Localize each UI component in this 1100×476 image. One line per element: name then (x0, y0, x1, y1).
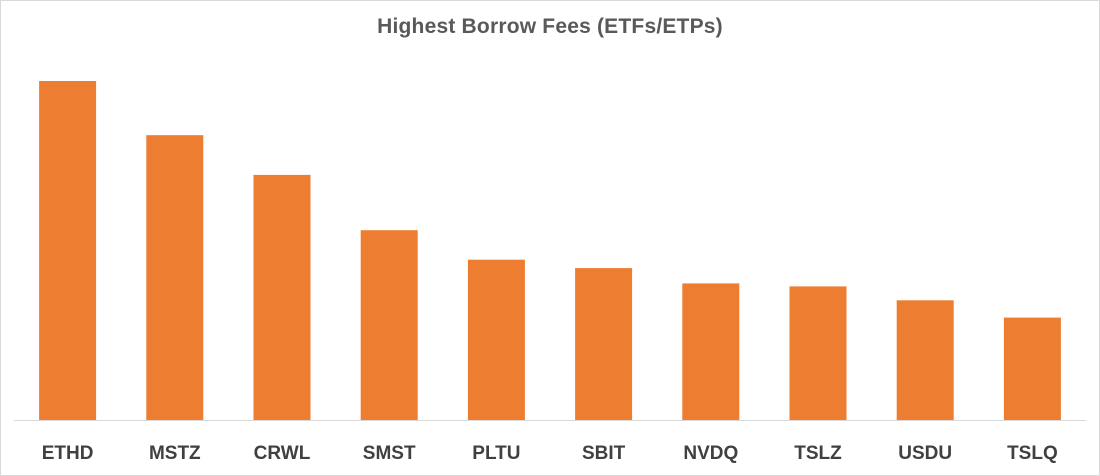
bar-pltu (467, 259, 525, 420)
bar-tslq (1003, 317, 1061, 420)
x-tick-label-crwl: CRWL (254, 443, 311, 464)
bar-ethd (39, 81, 97, 420)
x-tick-labels: ETHD MSTZ CRWL SMST PLTU SBIT NVDQ TSLZ USDU TSLQ (42, 443, 1058, 464)
bar-nvdq (682, 283, 740, 420)
x-tick-label-ethd: ETHD (42, 443, 94, 464)
bar-usdu (896, 300, 954, 420)
bar-smst (360, 230, 418, 420)
x-tick-label-mstz: MSTZ (149, 443, 201, 464)
x-tick-label-usdu: USDU (898, 443, 952, 464)
bar-crwl (253, 174, 311, 420)
bar-mstz (146, 135, 204, 420)
x-tick-label-tslz: TSLZ (794, 443, 842, 464)
bar-sbit (575, 268, 633, 420)
x-tick-label-tslq: TSLQ (1007, 443, 1058, 464)
x-tick-label-sbit: SBIT (582, 443, 626, 464)
x-tick-label-smst: SMST (363, 443, 416, 464)
x-tick-label-pltu: PLTU (472, 443, 520, 464)
chart-title: Highest Borrow Fees (ETFs/ETPs) (377, 15, 723, 38)
bars-group (39, 81, 1061, 420)
bar-tslz (789, 286, 847, 420)
x-tick-label-nvdq: NVDQ (683, 443, 738, 464)
